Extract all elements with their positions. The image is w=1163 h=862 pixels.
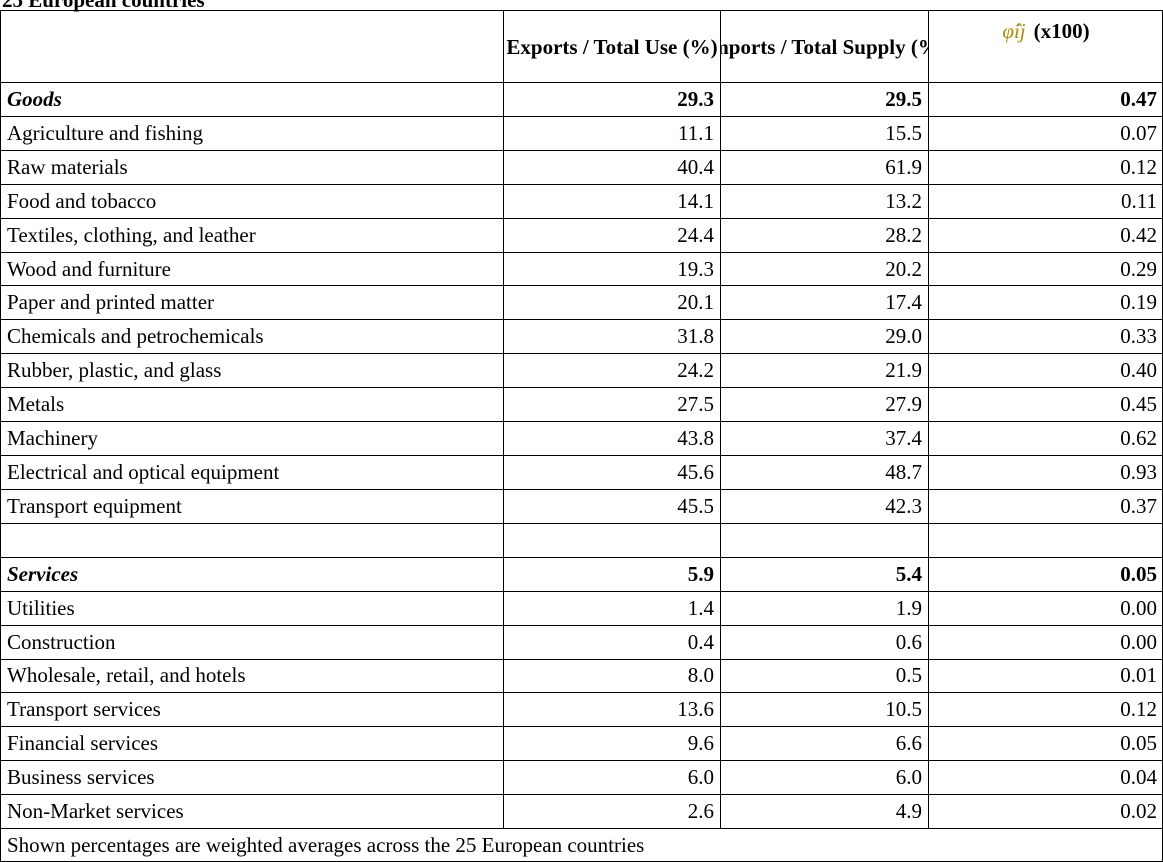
cell-value: 0.05 — [928, 726, 1163, 761]
cell-value — [503, 522, 720, 557]
cell-value: 8.0 — [503, 658, 720, 693]
cell-value: 20.1 — [503, 285, 720, 320]
row-label: Goods — [0, 82, 503, 116]
cell-value: 5.9 — [503, 556, 720, 591]
cell-value: 27.5 — [503, 387, 720, 422]
row-label: Agriculture and fishing — [0, 115, 503, 150]
cell-value: 29.0 — [720, 319, 928, 354]
cell-value: 0.5 — [720, 658, 928, 693]
table-note: Shown percentages are weighted averages … — [0, 828, 1163, 862]
cell-value: 9.6 — [503, 726, 720, 761]
cell-value: 45.6 — [503, 455, 720, 489]
cell-value: 37.4 — [720, 421, 928, 456]
cell-value: 2.6 — [503, 794, 720, 829]
cell-value: 13.2 — [720, 183, 928, 218]
row-label: Electrical and optical equipment — [0, 455, 503, 489]
phi-unit: (x100) — [1033, 19, 1090, 43]
cell-value: 6.0 — [720, 760, 928, 795]
row-label — [0, 522, 503, 557]
cell-value: 48.7 — [720, 455, 928, 489]
cell-value: 0.37 — [928, 488, 1163, 523]
cell-value: 0.47 — [928, 82, 1163, 116]
row-label: Transport equipment — [0, 488, 503, 523]
header-cell — [0, 10, 503, 82]
cell-value: 0.02 — [928, 794, 1163, 829]
cell-value: 42.3 — [720, 488, 928, 523]
cell-value: 24.2 — [503, 353, 720, 388]
cell-value: 28.2 — [720, 217, 928, 252]
cell-value: 0.00 — [928, 624, 1163, 659]
cell-value: 0.04 — [928, 760, 1163, 795]
phi-symbol: φ̂ij — [1002, 19, 1026, 43]
cell-value — [720, 522, 928, 557]
cell-value: 0.33 — [928, 319, 1163, 354]
cell-value: 43.8 — [503, 421, 720, 456]
row-label: Chemicals and petrochemicals — [0, 319, 503, 354]
cell-value: 0.4 — [503, 624, 720, 659]
cell-value: 45.5 — [503, 488, 720, 523]
row-label: Wholesale, retail, and hotels — [0, 658, 503, 693]
row-label: Paper and printed matter — [0, 285, 503, 320]
cell-value: 6.6 — [720, 726, 928, 761]
cell-value: 1.9 — [720, 590, 928, 625]
row-label: Machinery — [0, 421, 503, 456]
row-label: Utilities — [0, 590, 503, 625]
cell-value: 11.1 — [503, 115, 720, 150]
row-label: Transport services — [0, 692, 503, 727]
cell-value: 5.4 — [720, 556, 928, 591]
cell-value: 31.8 — [503, 319, 720, 354]
cell-value: 27.9 — [720, 387, 928, 422]
cell-value: 10.5 — [720, 692, 928, 727]
cell-value: 20.2 — [720, 251, 928, 286]
row-label: Rubber, plastic, and glass — [0, 353, 503, 388]
cell-value — [928, 522, 1163, 557]
row-label: Wood and furniture — [0, 251, 503, 286]
cell-value: 17.4 — [720, 285, 928, 320]
cell-value: 4.9 — [720, 794, 928, 829]
cell-value: 0.11 — [928, 183, 1163, 218]
cell-value: 40.4 — [503, 149, 720, 184]
cell-value: 0.93 — [928, 455, 1163, 489]
row-label: Construction — [0, 624, 503, 659]
header-cell: φ̂ij (x100) — [928, 10, 1163, 82]
cell-value: 0.29 — [928, 251, 1163, 286]
header-cell: Imports / Total Supply (%) — [720, 10, 928, 82]
cell-value: 29.5 — [720, 82, 928, 116]
cell-value: 15.5 — [720, 115, 928, 150]
row-label: Business services — [0, 760, 503, 795]
header-cell: Exports / Total Use (%) — [503, 10, 720, 82]
cell-value: 61.9 — [720, 149, 928, 184]
cell-value: 0.00 — [928, 590, 1163, 625]
cell-value: 0.12 — [928, 149, 1163, 184]
row-label: Services — [0, 556, 503, 591]
cell-value: 0.42 — [928, 217, 1163, 252]
cell-value: 0.40 — [928, 353, 1163, 388]
row-label: Non-Market services — [0, 794, 503, 829]
row-label: Food and tobacco — [0, 183, 503, 218]
row-label: Raw materials — [0, 149, 503, 184]
cell-value: 21.9 — [720, 353, 928, 388]
cell-value: 0.05 — [928, 556, 1163, 591]
cell-value: 0.62 — [928, 421, 1163, 456]
cell-value: 24.4 — [503, 217, 720, 252]
cell-value: 0.12 — [928, 692, 1163, 727]
cell-value: 6.0 — [503, 760, 720, 795]
row-label: Textiles, clothing, and leather — [0, 217, 503, 252]
row-label: Metals — [0, 387, 503, 422]
cell-value: 0.45 — [928, 387, 1163, 422]
cell-value: 1.4 — [503, 590, 720, 625]
cell-value: 0.01 — [928, 658, 1163, 693]
cell-value: 0.6 — [720, 624, 928, 659]
cell-value: 19.3 — [503, 251, 720, 286]
table-title: 25 European countries — [2, 0, 205, 12]
cell-value: 0.07 — [928, 115, 1163, 150]
cell-value: 29.3 — [503, 82, 720, 116]
row-label: Financial services — [0, 726, 503, 761]
cell-value: 0.19 — [928, 285, 1163, 320]
cell-value: 13.6 — [503, 692, 720, 727]
cell-value: 14.1 — [503, 183, 720, 218]
